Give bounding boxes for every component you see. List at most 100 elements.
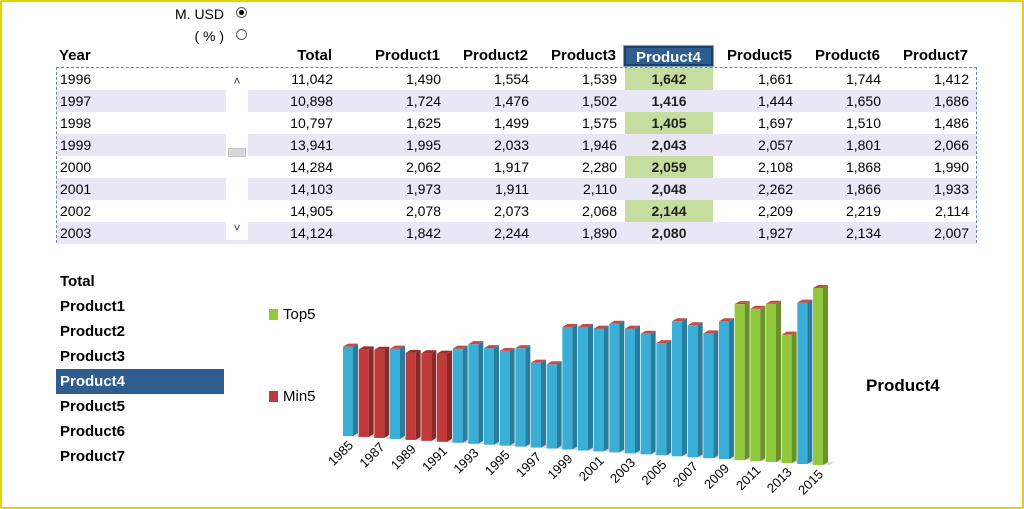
- cell-year: 2002: [60, 203, 92, 219]
- table-row: 2000 14,284 2,062 1,917 2,280 2,059 2,108 1,868…: [57, 156, 976, 178]
- x-tick-label: 1997: [513, 449, 544, 480]
- scroll-up-icon[interactable]: ˄: [233, 74, 241, 88]
- cell-product6: 1,650: [845, 93, 881, 109]
- bar-2007: [687, 322, 703, 458]
- bar-2014: [797, 299, 813, 465]
- table-row: 2001 14,103 1,973 1,911 2,110 2,048 2,262 1,866…: [57, 178, 976, 200]
- table-row: 2003 14,124 1,842 2,244 1,890 2,080 1,927 2,134…: [57, 222, 976, 244]
- table-row: 1996 11,042 1,490 1,554 1,539 1,642 1,661 1,744…: [57, 68, 976, 90]
- cell-product6: 1,801: [845, 137, 881, 153]
- cell-product1: 1,490: [405, 71, 441, 87]
- cell-product2: 1,554: [493, 71, 529, 87]
- column-header-year: Year: [59, 47, 91, 64]
- x-tick-label: 2003: [607, 455, 638, 486]
- legend-min5: Min5: [269, 388, 316, 405]
- cell-total: 14,905: [290, 203, 333, 219]
- cell-product3: 1,502: [581, 93, 617, 109]
- radio-usd[interactable]: [236, 7, 247, 18]
- cell-total: 11,042: [291, 71, 333, 87]
- table-row: 1998 10,797 1,625 1,499 1,575 1,405 1,697 1,510…: [57, 112, 976, 134]
- unit-label-percent: ( % ): [194, 28, 224, 44]
- cell-product1: 1,995: [405, 137, 441, 153]
- unit-label-usd: M. USD: [175, 6, 224, 22]
- legend-swatch-top5: [269, 309, 278, 320]
- legend-swatch-min5: [269, 391, 278, 402]
- cell-product4: 2,048: [651, 181, 687, 197]
- cell-product7: 1,486: [933, 115, 969, 131]
- cell-product3: 1,539: [581, 71, 617, 87]
- column-header-product2[interactable]: Product2: [462, 47, 528, 64]
- bar-2003: [625, 325, 640, 454]
- x-tick-label: 1993: [450, 445, 481, 476]
- cell-product4: 2,043: [651, 137, 687, 153]
- cell-product2: 1,917: [493, 159, 529, 175]
- bar-1993: [468, 341, 484, 444]
- cell-product6: 1,744: [845, 71, 881, 87]
- radio-percent[interactable]: [236, 29, 247, 40]
- cell-product3: 2,280: [581, 159, 617, 175]
- column-header-product4[interactable]: Product4: [623, 45, 714, 67]
- bar-2009: [719, 318, 734, 460]
- cell-product4: 1,642: [651, 71, 687, 87]
- x-tick-label: 1999: [544, 451, 575, 482]
- product-list-item-product1[interactable]: Product1: [60, 298, 126, 315]
- bar-1996: [515, 345, 531, 447]
- bar-1999: [562, 323, 578, 450]
- cell-total: 14,124: [290, 225, 333, 241]
- cell-product6: 2,134: [845, 225, 881, 241]
- bar-1997: [531, 359, 546, 448]
- cell-product1: 1,973: [405, 181, 441, 197]
- column-header-product5[interactable]: Product5: [726, 47, 792, 64]
- column-header-product1[interactable]: Product1: [374, 47, 440, 64]
- x-tick-label: 2013: [764, 465, 795, 496]
- bar-1985: [343, 343, 358, 436]
- column-header-product3[interactable]: Product3: [550, 47, 616, 64]
- cell-total: 14,103: [290, 181, 333, 197]
- cell-product7: 1,933: [933, 181, 969, 197]
- bar-1991: [437, 350, 452, 442]
- cell-total: 13,941: [290, 137, 333, 153]
- chart-title: Product4: [866, 376, 940, 395]
- product-list-item-product6[interactable]: Product6: [60, 423, 126, 440]
- cell-product6: 2,219: [845, 203, 881, 219]
- table-row: 1999 13,941 1,995 2,033 1,946 2,043 2,057 1,801…: [57, 134, 976, 156]
- table-scrollbar[interactable]: ˄ ˅: [226, 72, 248, 240]
- product-list-item-product7[interactable]: Product7: [60, 448, 126, 465]
- bar-1992: [452, 345, 468, 443]
- cell-product2: 2,073: [493, 203, 529, 219]
- bar-2013: [781, 331, 797, 464]
- cell-product4: 2,144: [651, 203, 687, 219]
- product-list-item-product4[interactable]: Product4: [56, 369, 224, 394]
- x-tick-label: 1987: [356, 439, 387, 470]
- cell-product1: 1,625: [405, 115, 441, 131]
- cell-product2: 1,911: [495, 181, 529, 197]
- scroll-down-icon[interactable]: ˅: [233, 221, 241, 235]
- product-list-item-total[interactable]: Total: [60, 273, 95, 290]
- column-header-product6[interactable]: Product6: [814, 47, 880, 64]
- bar-1989: [405, 349, 421, 440]
- cell-product2: 1,476: [493, 93, 529, 109]
- bar-1990: [421, 350, 437, 441]
- column-header-total[interactable]: Total: [297, 47, 332, 64]
- x-tick-label: 2015: [795, 467, 826, 498]
- bar-1998: [546, 361, 562, 449]
- cell-product5: 2,057: [757, 137, 793, 153]
- cell-total: 10,898: [290, 93, 333, 109]
- product-list-item-product3[interactable]: Product3: [60, 348, 126, 365]
- bar-1994: [484, 345, 499, 445]
- bar-1986: [358, 346, 374, 437]
- bar-1987: [374, 346, 390, 438]
- cell-product5: 1,661: [757, 71, 793, 87]
- bar-1995: [499, 347, 515, 446]
- cell-product5: 2,262: [757, 181, 793, 197]
- cell-year: 1999: [60, 137, 92, 153]
- cell-product3: 2,110: [583, 181, 617, 197]
- scroll-thumb[interactable]: [228, 148, 246, 157]
- cell-product5: 2,209: [757, 203, 793, 219]
- product-list-item-product2[interactable]: Product2: [60, 323, 126, 340]
- cell-product7: 1,686: [933, 93, 969, 109]
- bar-2006: [672, 318, 687, 457]
- product-list-item-product5[interactable]: Product5: [60, 398, 126, 415]
- cell-product7: 1,412: [933, 71, 969, 87]
- column-header-product7[interactable]: Product7: [902, 47, 968, 64]
